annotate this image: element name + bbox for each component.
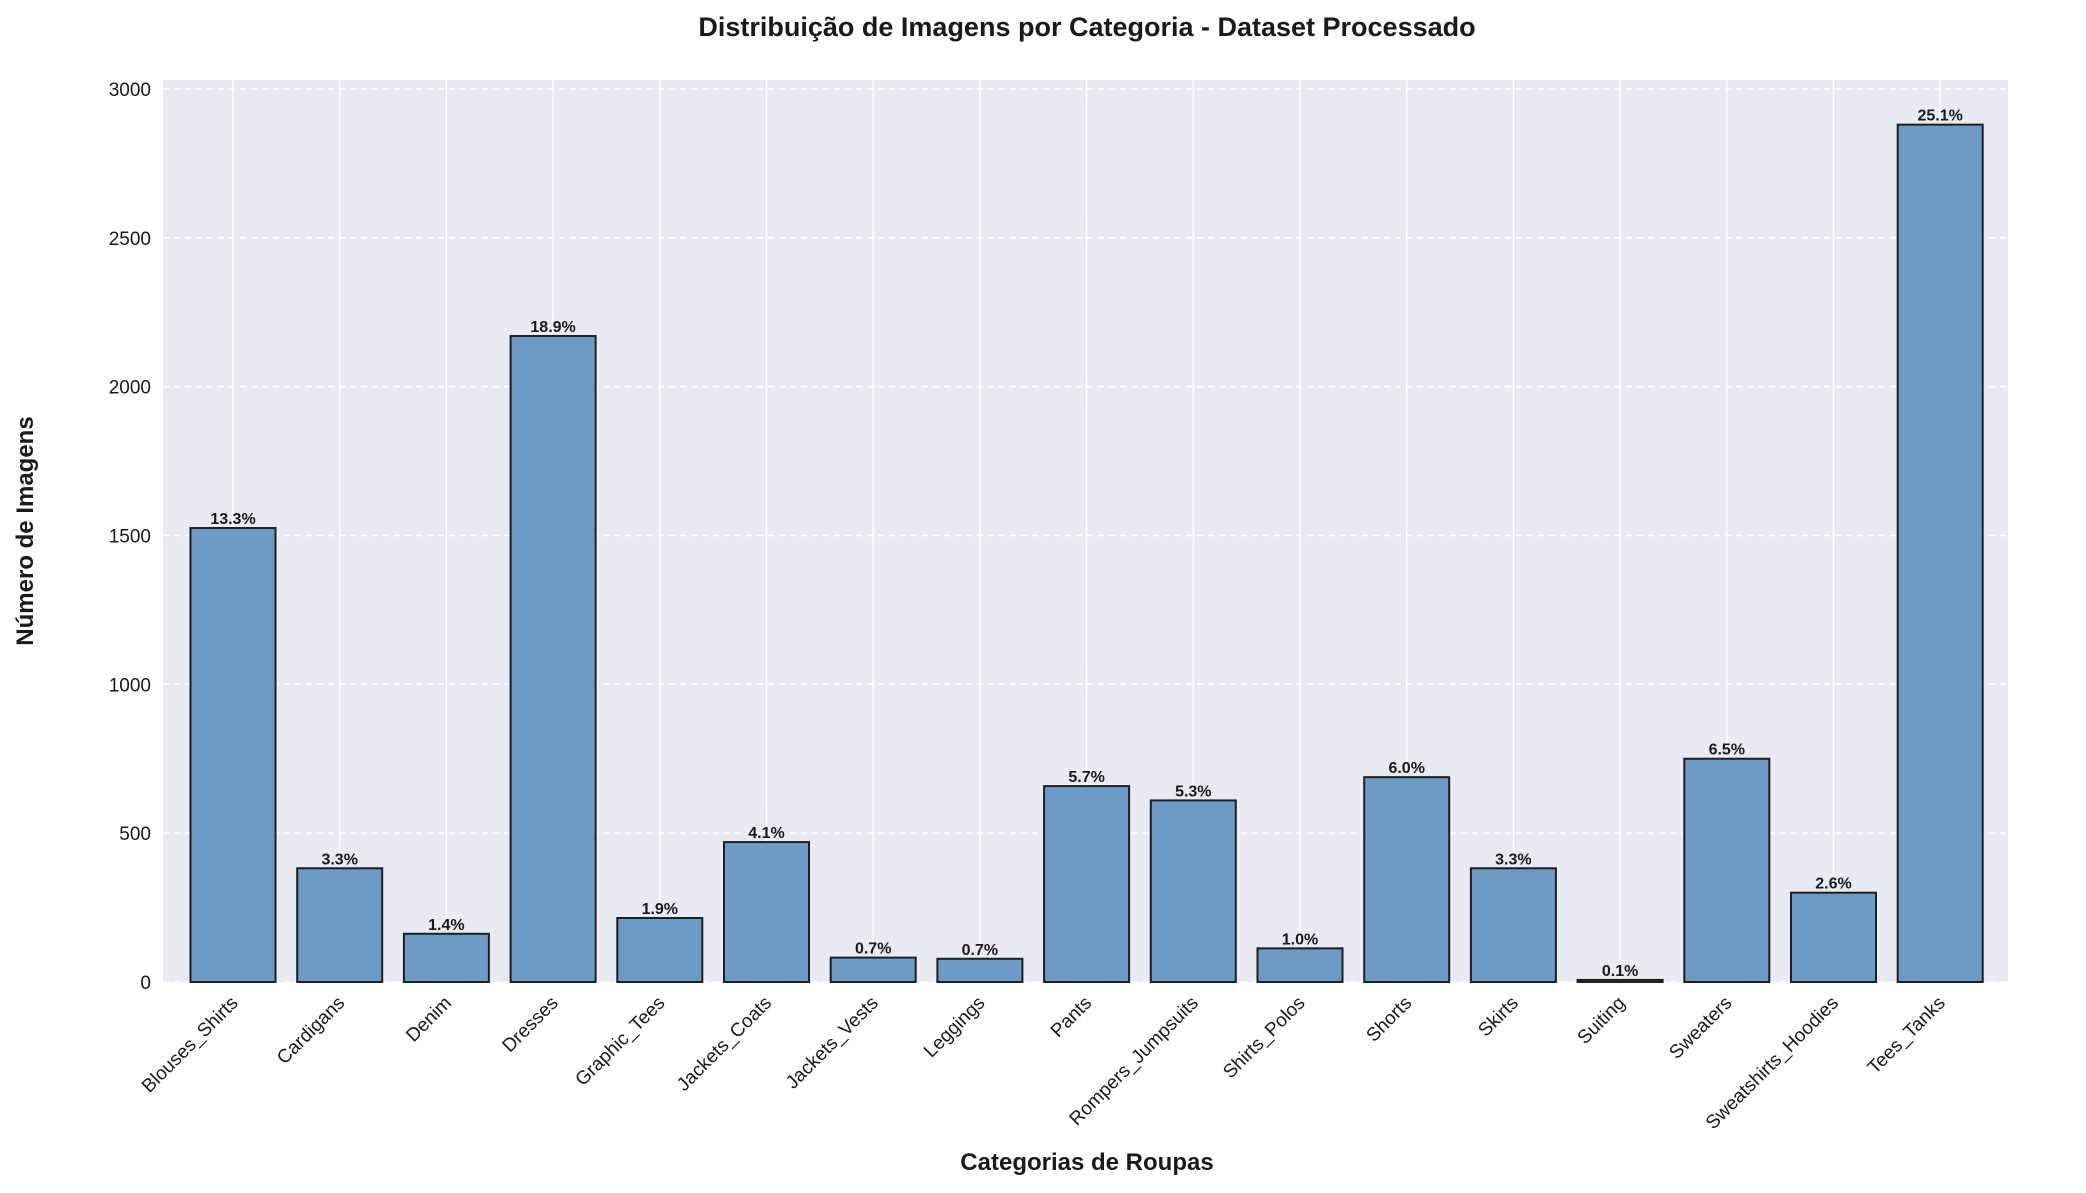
y-tick-label: 0 [140,973,151,994]
bar [189,527,277,984]
bar [1149,799,1237,983]
bar-data-label: 3.3% [321,851,357,868]
x-tick-label: Graphic_Tees [572,993,670,1091]
y-tick-label: 1500 [109,526,151,547]
bar-data-label: 0.7% [962,942,998,959]
x-axis-label: Categorias de Roupas [960,1149,1213,1176]
bar-data-label: 0.1% [1602,963,1638,980]
bar [402,932,490,983]
bar [616,916,704,984]
y-axis-ticks: 0 500 1000 1500 2000 2500 3000 [109,80,151,994]
chart-title: Distribuição de Imagens por Categoria - … [698,12,1475,42]
x-tick-label: Dresses [499,993,563,1057]
bar [296,867,384,984]
bars [189,123,1984,984]
bar-data-label: 1.0% [1282,931,1318,948]
y-tick-label: 2500 [109,229,151,250]
bar [1469,867,1557,984]
x-tick-label: Denim [402,993,456,1047]
bar [936,957,1024,984]
x-tick-label: Shirts_Polos [1219,993,1309,1083]
x-tick-label: Sweaters [1665,993,1736,1064]
bar-data-label: 1.9% [642,901,678,918]
x-tick-label: Blouses_Shirts [138,993,242,1097]
bar-data-label: 3.3% [1495,851,1531,868]
y-tick-label: 2000 [109,378,151,399]
bar-data-label: 0.7% [855,941,891,958]
bar-data-label: 5.7% [1068,769,1104,786]
y-tick-label: 500 [119,824,151,845]
bar-data-label: 25.1% [1918,108,1963,125]
bar-data-label: 6.5% [1709,742,1745,759]
bar [1896,123,1984,984]
bar [509,335,597,984]
bar-data-label: 2.6% [1815,876,1851,893]
bar [1363,776,1451,984]
bar [1790,891,1877,983]
x-tick-label: Tees_Tanks [1864,993,1950,1079]
data-labels: 13.3% 3.3% 1.4% 18.9% 1.9% 4.1% 0.7% 0.7% 5.7% 5.… [210,108,1963,980]
bar [1576,978,1664,984]
bar [1256,947,1344,984]
x-tick-label: Skirts [1474,993,1522,1041]
x-tick-label: Leggings [920,993,989,1062]
bar-data-label: 18.9% [530,319,575,336]
y-tick-label: 3000 [109,80,151,101]
x-tick-label: Suiting [1574,993,1630,1049]
bar [723,841,810,983]
bar-data-label: 6.0% [1388,760,1424,777]
bar [829,956,917,983]
y-axis-label: Número de Imagens [12,416,39,645]
x-axis-ticks: Blouses_Shirts Cardigans Denim Dresses Graph… [138,993,1950,1134]
x-tick-label: Jackets_Vests [782,993,883,1094]
x-tick-label: Cardigans [273,993,349,1069]
bar [1043,785,1131,983]
x-tick-label: Pants [1047,993,1096,1042]
bar-data-label: 1.4% [428,917,464,934]
y-tick-label: 1000 [109,675,151,696]
bar-data-label: 13.3% [210,511,255,528]
bar-data-label: 4.1% [748,825,784,842]
bar [1683,757,1771,983]
bar-data-label: 5.3% [1175,783,1211,800]
x-tick-label: Shorts [1363,993,1417,1047]
x-tick-label: Jackets_Coats [673,993,776,1096]
